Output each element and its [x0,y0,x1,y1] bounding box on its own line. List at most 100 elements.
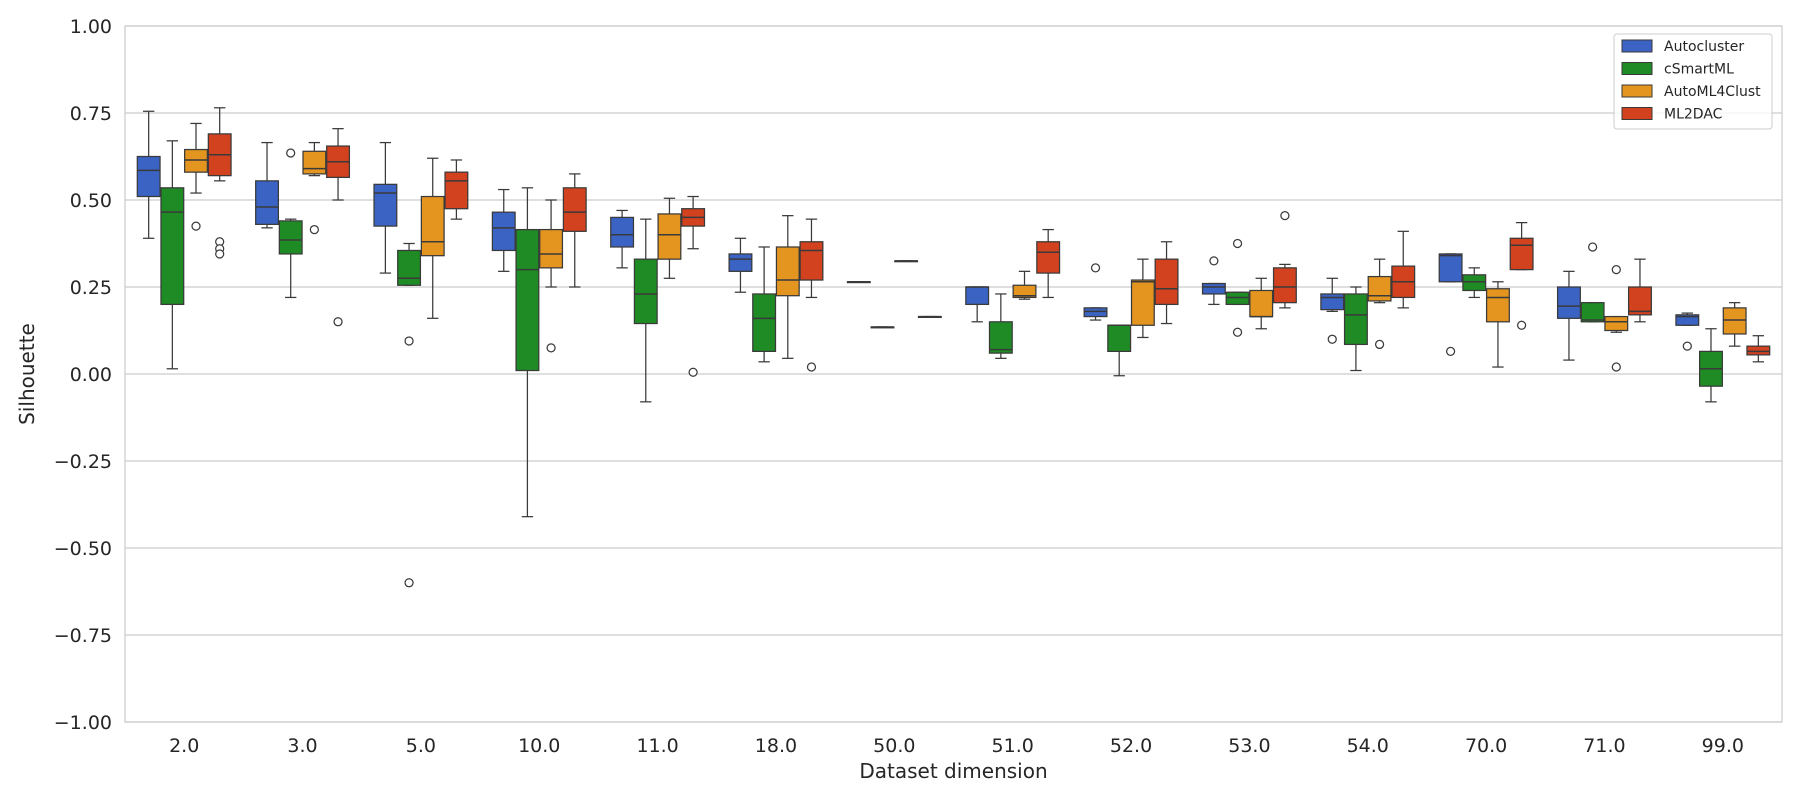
box-autocluster-50.0 [846,281,871,284]
x-tick-label: 70.0 [1465,735,1507,757]
box-automl4clust-10.0 [539,199,564,353]
legend-swatch [1621,107,1653,120]
y-axis-title: Silhouette [15,323,39,425]
box-iqr [1130,279,1155,326]
x-axis-title: Dataset dimension [859,759,1047,783]
box-ml2dac-18.0 [799,218,824,372]
box-autocluster-70.0 [1438,253,1463,357]
x-tick-label: 52.0 [1110,735,1152,757]
box-automl4clust-71.0 [1604,264,1629,372]
box-csmartml-53.0 [1225,238,1250,337]
box-ml2dac-51.0 [1036,228,1061,299]
box-iqr [1320,293,1345,311]
box-csmartml-54.0 [1343,286,1368,372]
box-ml2dac-11.0 [681,195,706,377]
outlier-point [1682,341,1692,351]
box-iqr [1201,282,1226,295]
box-autocluster-10.0 [491,188,516,272]
outlier-point [1588,242,1598,252]
outlier-point [1280,211,1290,221]
box-ml2dac-54.0 [1391,230,1416,309]
box-iqr [1556,286,1581,319]
outlier-point [333,317,343,327]
box-autocluster-52.0 [1083,263,1108,321]
x-tick-label: 10.0 [518,735,560,757]
legend-swatch [1621,84,1653,98]
box-ml2dac-10.0 [562,173,587,288]
box-ml2dac-70.0 [1509,221,1534,330]
box-csmartml-70.0 [1462,267,1487,299]
y-tick-label: −1.00 [54,712,112,734]
box-automl4clust-51.0 [1012,270,1037,300]
box-automl4clust-3.0 [302,141,327,235]
box-autocluster-54.0 [1320,277,1345,344]
x-tick-label: 2.0 [169,735,199,757]
outlier-point [1516,320,1527,330]
box-automl4clust-5.0 [420,157,445,319]
x-tick-label: 50.0 [873,735,915,757]
outlier-point [546,343,556,353]
box-iqr [1272,267,1297,304]
box-iqr [515,228,540,372]
y-tick-label: 1.00 [70,16,112,38]
box-iqr [420,195,445,257]
plot-frame [124,25,1783,723]
legend-item-ml2dac: ML2DAC [1621,107,1723,123]
box-iqr [728,253,753,272]
box-autocluster-18.0 [728,237,753,293]
y-tick-label: 0.75 [70,103,112,125]
legend-swatch [1621,62,1653,75]
box-automl4clust-18.0 [775,215,800,359]
box-iqr [988,321,1013,354]
box-automl4clust-11.0 [657,197,682,279]
box-iqr [799,241,824,281]
outlier-point [1445,346,1456,357]
y-tick-label: 0.25 [70,277,112,299]
box-csmartml-11.0 [633,218,658,403]
outlier-point [286,148,296,158]
y-tick-label: 0.00 [70,364,112,386]
y-tick-label: −0.50 [54,538,112,560]
box-ml2dac-53.0 [1272,211,1297,309]
box-autocluster-99.0 [1675,312,1700,351]
box-ml2dac-52.0 [1154,241,1179,325]
box-iqr [160,187,185,306]
box-iqr [775,246,800,297]
box-automl4clust-54.0 [1367,258,1392,350]
box-csmartml-50.0 [870,326,895,329]
outlier-point [309,224,319,235]
legend-swatch [1621,39,1653,53]
x-tick-label: 3.0 [287,735,317,757]
outlier-point [404,336,414,346]
box-iqr [1154,258,1179,306]
box-iqr [1746,345,1771,356]
box-csmartml-52.0 [1107,324,1132,377]
box-iqr [444,171,469,210]
box-iqr [633,258,658,325]
box-iqr [1627,286,1652,316]
x-tick-label: 5.0 [406,735,436,757]
outlier-point [1232,327,1243,337]
box-iqr [965,286,990,306]
y-tick-label: −0.25 [54,451,112,473]
box-groups [136,107,1771,588]
x-tick-label: 11.0 [636,735,678,757]
box-automl4clust-99.0 [1722,302,1747,347]
outlier-point [1611,264,1621,275]
legend-frame [1613,33,1773,130]
box-iqr [657,213,682,260]
y-tick-label: −0.75 [54,625,112,647]
box-iqr [1367,275,1392,302]
box-iqr [1509,237,1534,271]
box-iqr [1675,314,1700,326]
outlier-point [1611,362,1621,372]
outlier-point [806,362,817,372]
box-csmartml-5.0 [397,242,422,588]
box-csmartml-18.0 [752,246,777,363]
box-iqr [1580,302,1605,323]
box-iqr [1225,291,1250,306]
box-iqr [752,293,777,353]
box-csmartml-51.0 [988,293,1013,359]
box-iqr [1107,324,1132,353]
